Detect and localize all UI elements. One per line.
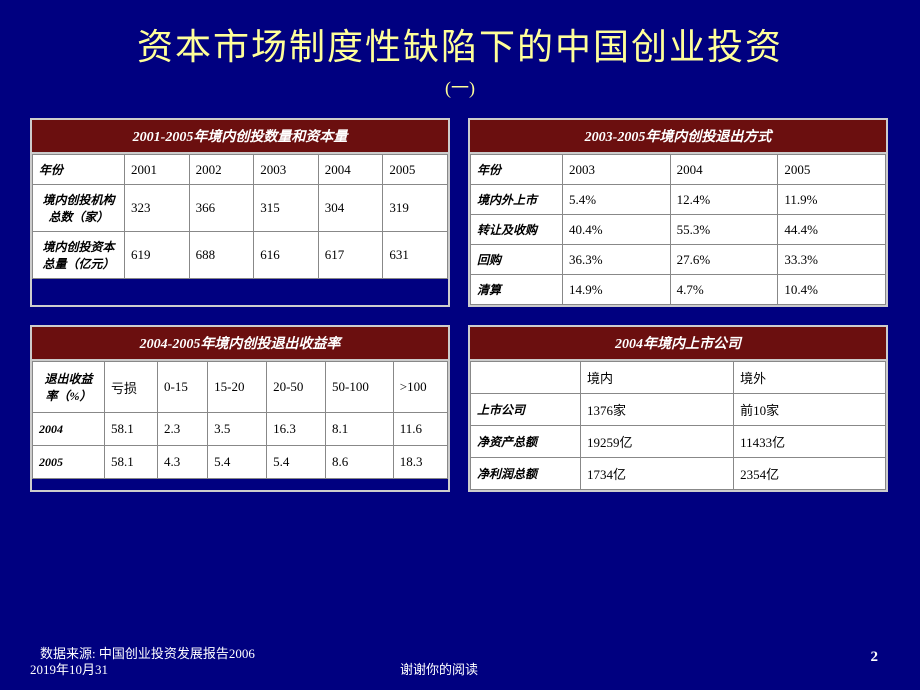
t4-c2: 境外 bbox=[734, 362, 886, 394]
t2-r4-label: 清算 bbox=[471, 275, 563, 305]
t1-r1-2: 315 bbox=[254, 185, 319, 232]
t2-r2-0: 40.4% bbox=[563, 215, 671, 245]
t1-c3: 2004 bbox=[318, 155, 383, 185]
t1-c0: 2001 bbox=[125, 155, 190, 185]
t1-r1-3: 304 bbox=[318, 185, 383, 232]
table-3-title: 2004-2005年境内创投退出收益率 bbox=[32, 327, 448, 361]
t3-c2: 15-20 bbox=[208, 362, 267, 413]
t3-r0-label: 退出收益率（%） bbox=[33, 362, 105, 413]
t1-r2-label: 境内创投资本总量（亿元） bbox=[33, 232, 125, 279]
t1-r1-label: 境内创投机构总数（家） bbox=[33, 185, 125, 232]
t1-c4: 2005 bbox=[383, 155, 448, 185]
t1-r2-2: 616 bbox=[254, 232, 319, 279]
t1-r2-1: 688 bbox=[189, 232, 254, 279]
t2-c0: 2003 bbox=[563, 155, 671, 185]
t1-r1-1: 366 bbox=[189, 185, 254, 232]
t3-r1-5: 11.6 bbox=[393, 413, 447, 446]
t4-r1-label: 上市公司 bbox=[471, 394, 581, 426]
t4-c0 bbox=[471, 362, 581, 394]
t1-c1: 2002 bbox=[189, 155, 254, 185]
table-4: 2004年境内上市公司 境内 境外 上市公司 1376家 前10家 净资产总额 … bbox=[468, 325, 888, 492]
t2-r3-label: 回购 bbox=[471, 245, 563, 275]
table-2-body: 年份 2003 2004 2005 境内外上市 5.4% 12.4% 11.9%… bbox=[470, 154, 886, 305]
t1-r2-0: 619 bbox=[125, 232, 190, 279]
t1-r2-4: 631 bbox=[383, 232, 448, 279]
t3-r1-0: 58.1 bbox=[105, 413, 158, 446]
t2-r4-0: 14.9% bbox=[563, 275, 671, 305]
t2-r0-label: 年份 bbox=[471, 155, 563, 185]
tables-grid: 2001-2005年境内创投数量和资本量 年份 2001 2002 2003 2… bbox=[0, 100, 920, 492]
t4-r3-0: 1734亿 bbox=[581, 458, 734, 490]
t3-r1-4: 8.1 bbox=[326, 413, 394, 446]
t2-r3-1: 27.6% bbox=[670, 245, 778, 275]
t3-c1: 0-15 bbox=[158, 362, 208, 413]
t3-r1-label: 2004 bbox=[33, 413, 105, 446]
t3-r1-2: 3.5 bbox=[208, 413, 267, 446]
table-3: 2004-2005年境内创投退出收益率 退出收益率（%） 亏损 0-15 15-… bbox=[30, 325, 450, 492]
footer-thanks: 谢谢你的阅读 bbox=[400, 659, 478, 678]
table-4-title: 2004年境内上市公司 bbox=[470, 327, 886, 361]
t4-c1: 境内 bbox=[581, 362, 734, 394]
t2-r1-0: 5.4% bbox=[563, 185, 671, 215]
t4-r2-label: 净资产总额 bbox=[471, 426, 581, 458]
slide-subtitle: (一) bbox=[0, 74, 920, 100]
t1-r2-3: 617 bbox=[318, 232, 383, 279]
t3-r2-5: 18.3 bbox=[393, 446, 447, 479]
t3-r2-2: 5.4 bbox=[208, 446, 267, 479]
t3-r2-0: 58.1 bbox=[105, 446, 158, 479]
t3-r2-3: 5.4 bbox=[267, 446, 326, 479]
t2-c2: 2005 bbox=[778, 155, 886, 185]
t2-c1: 2004 bbox=[670, 155, 778, 185]
t2-r4-1: 4.7% bbox=[670, 275, 778, 305]
t1-r0-label: 年份 bbox=[33, 155, 125, 185]
t2-r2-2: 44.4% bbox=[778, 215, 886, 245]
t1-r1-4: 319 bbox=[383, 185, 448, 232]
t4-r1-0: 1376家 bbox=[581, 394, 734, 426]
t3-r2-4: 8.6 bbox=[326, 446, 394, 479]
t3-c5: >100 bbox=[393, 362, 447, 413]
table-3-body: 退出收益率（%） 亏损 0-15 15-20 20-50 50-100 >100… bbox=[32, 361, 448, 479]
t3-r2-1: 4.3 bbox=[158, 446, 208, 479]
table-1-body: 年份 2001 2002 2003 2004 2005 境内创投机构总数（家） … bbox=[32, 154, 448, 279]
t4-r2-1: 11433亿 bbox=[734, 426, 886, 458]
table-2: 2003-2005年境内创投退出方式 年份 2003 2004 2005 境内外… bbox=[468, 118, 888, 307]
t3-c0: 亏损 bbox=[105, 362, 158, 413]
slide-title: 资本市场制度性缺陷下的中国创业投资 bbox=[0, 0, 920, 70]
t3-r2-label: 2005 bbox=[33, 446, 105, 479]
t4-r2-0: 19259亿 bbox=[581, 426, 734, 458]
t3-r1-1: 2.3 bbox=[158, 413, 208, 446]
t1-r1-0: 323 bbox=[125, 185, 190, 232]
t3-c4: 50-100 bbox=[326, 362, 394, 413]
t3-c3: 20-50 bbox=[267, 362, 326, 413]
table-1: 2001-2005年境内创投数量和资本量 年份 2001 2002 2003 2… bbox=[30, 118, 450, 307]
page-number: 2 bbox=[871, 649, 879, 666]
t2-r2-label: 转让及收购 bbox=[471, 215, 563, 245]
t2-r4-2: 10.4% bbox=[778, 275, 886, 305]
t4-r1-1: 前10家 bbox=[734, 394, 886, 426]
table-1-title: 2001-2005年境内创投数量和资本量 bbox=[32, 120, 448, 154]
t1-c2: 2003 bbox=[254, 155, 319, 185]
t3-r1-3: 16.3 bbox=[267, 413, 326, 446]
t2-r1-2: 11.9% bbox=[778, 185, 886, 215]
t4-r3-1: 2354亿 bbox=[734, 458, 886, 490]
t2-r3-0: 36.3% bbox=[563, 245, 671, 275]
table-4-body: 境内 境外 上市公司 1376家 前10家 净资产总额 19259亿 11433… bbox=[470, 361, 886, 490]
t4-r3-label: 净利润总额 bbox=[471, 458, 581, 490]
footer-date: 2019年10月31 bbox=[30, 659, 108, 678]
table-2-title: 2003-2005年境内创投退出方式 bbox=[470, 120, 886, 154]
t2-r1-label: 境内外上市 bbox=[471, 185, 563, 215]
t2-r3-2: 33.3% bbox=[778, 245, 886, 275]
t2-r2-1: 55.3% bbox=[670, 215, 778, 245]
t2-r1-1: 12.4% bbox=[670, 185, 778, 215]
